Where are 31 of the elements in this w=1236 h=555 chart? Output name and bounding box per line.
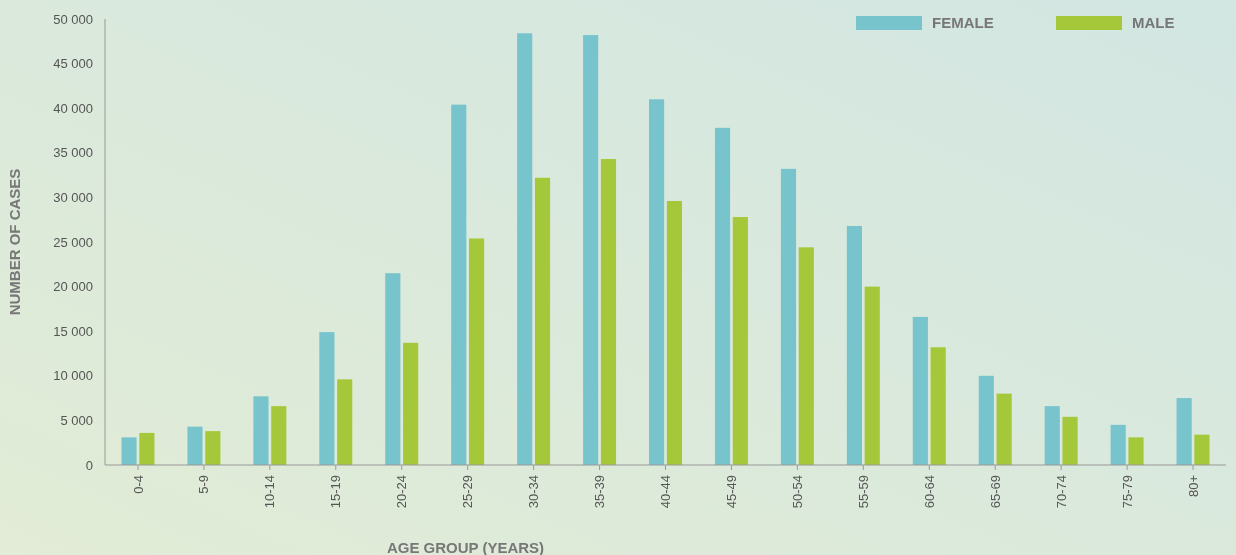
y-axis-title: NUMBER OF CASES [6,168,23,316]
x-tick-label: 30-34 [526,475,542,509]
x-tick-label: 25-29 [460,475,476,509]
x-tick-label: 15-19 [328,475,344,509]
x-tick-label: 40-44 [658,475,674,509]
x-tick-label: 70-74 [1053,475,1069,509]
y-tick-label: 40 000 [53,100,93,116]
y-tick-label: 45 000 [53,56,93,72]
x-tick-label: 5-9 [196,475,212,494]
y-tick-label: 25 000 [53,234,93,250]
y-tick-label: 20 000 [53,279,93,295]
x-tick-label: 20-24 [394,475,410,509]
x-tick-label: 55-59 [855,475,871,509]
y-tick-label: 30 000 [53,189,93,205]
x-tick-label: 35-39 [592,475,608,509]
y-tick-label: 0 [85,457,93,473]
x-tick-label: 65-69 [987,475,1003,509]
y-tick-label: 50 000 [53,11,93,27]
x-tick-label: 75-79 [1119,475,1135,509]
y-tick-label: 35 000 [53,145,93,161]
y-tick-label: 15 000 [53,323,93,339]
legend-label: MALE [1132,14,1175,31]
x-tick-label: 50-54 [789,475,805,509]
y-tick-label: 5 000 [60,412,93,428]
legend-label: FEMALE [932,14,994,31]
x-tick-label: 80+ [1185,475,1201,498]
y-tick-label: 10 000 [53,368,93,384]
x-tick-label: 0-4 [130,475,146,494]
x-tick-label: 10-14 [262,475,278,509]
x-tick-label: 45-49 [723,475,739,509]
x-tick-label: 60-64 [921,475,937,509]
